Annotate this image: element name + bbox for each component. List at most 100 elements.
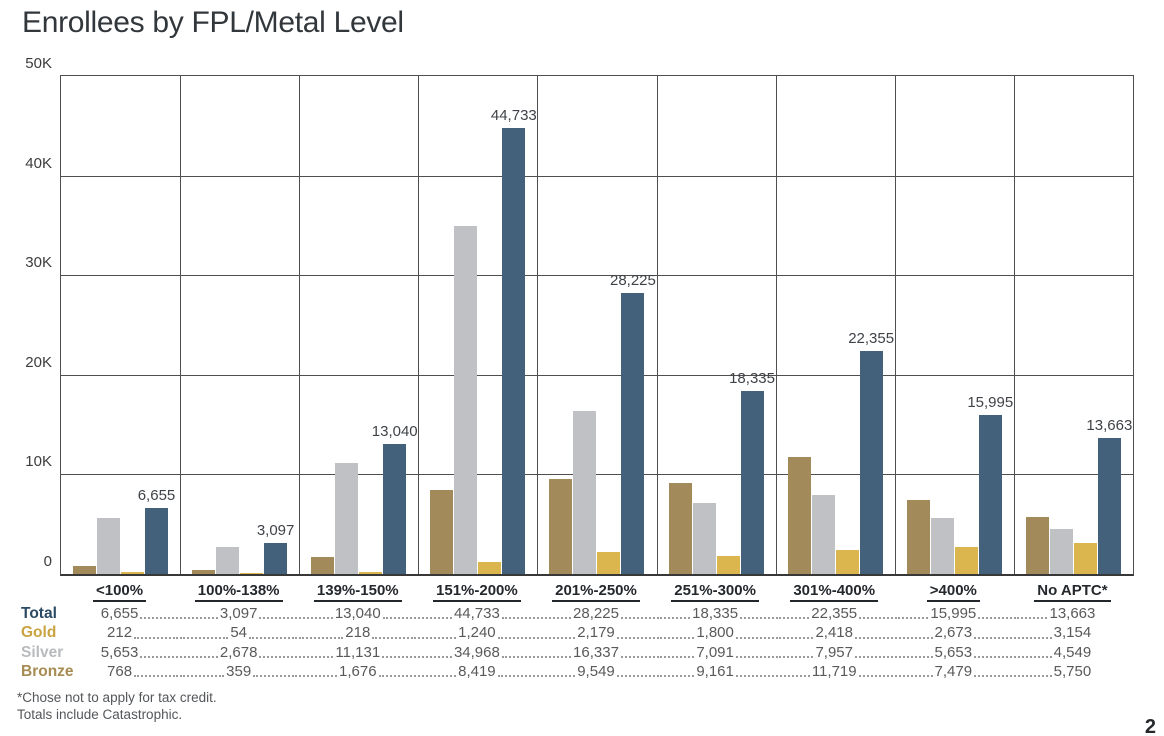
table-value: 3,154: [1053, 624, 1092, 642]
bar-silver-3: [454, 225, 478, 574]
bar-gold-3: [478, 561, 502, 574]
dotted-leader: [775, 655, 814, 658]
category-label: 301%-400%: [790, 582, 879, 602]
table-value: 6,655: [100, 605, 139, 622]
dotted-leader: [537, 636, 576, 639]
bar-silver-6: [811, 494, 835, 574]
table-value: 1,240: [458, 624, 496, 642]
series-label-bronze: Bronze: [21, 662, 74, 680]
dotted-leader: [372, 636, 417, 639]
dotted-leader: [616, 636, 655, 639]
table-value: 5,750: [1053, 662, 1092, 680]
bar-total-4: [621, 292, 645, 574]
dotted-leader: [382, 655, 417, 658]
table-value: 54: [230, 624, 248, 642]
table-cell: 16,337: [536, 643, 655, 662]
dotted-leader: [974, 675, 1012, 678]
dotted-leader: [735, 675, 774, 678]
table-value: 28,225: [573, 605, 619, 622]
table-cell: 13,040: [298, 604, 417, 623]
dotted-leader: [537, 675, 576, 678]
dotted-leader: [656, 675, 695, 678]
bar-gold-4: [597, 552, 621, 574]
table-values: 212 54 218 1,240 2,179 1,800 2,418 2,673 3,154: [60, 623, 1132, 642]
table-cell: 44,733: [417, 604, 536, 623]
bar-bronze-5: [668, 482, 692, 574]
gridline-vertical: [1013, 76, 1015, 574]
table-values: 768 359 1,676 8,419 9,549 9,161 11,719 7,479 5,7…: [60, 662, 1132, 681]
series-label-silver: Silver: [21, 643, 64, 661]
x-axis-category-0: <100%: [60, 582, 179, 602]
dotted-leader: [616, 675, 655, 678]
table-cell: 5,653: [894, 643, 1013, 662]
bar-bronze-0: [73, 566, 96, 574]
bar-total-2: [383, 444, 407, 574]
table-value: 34,968: [453, 643, 500, 661]
bar-bronze-2: [311, 557, 335, 574]
x-axis-category-7: >400%: [894, 582, 1013, 602]
bar-value-label: 44,733: [490, 107, 537, 125]
bar-total-8: [1097, 437, 1121, 574]
table-value: 212: [107, 624, 133, 642]
bar-bronze-4: [549, 478, 573, 574]
y-axis-tick-label: 10K: [25, 453, 52, 471]
dotted-leader: [775, 617, 810, 620]
table-cell: 18,335: [656, 604, 775, 623]
x-axis-category-6: 301%-400%: [775, 582, 894, 602]
table-cell: 359: [179, 662, 298, 681]
table-value: 5,653: [934, 643, 973, 661]
y-axis-tick-label: 30K: [25, 254, 52, 272]
footnote-catastrophic: Totals include Catastrophic.: [17, 707, 183, 722]
table-cell: 1,676: [298, 662, 417, 681]
table-cell: 9,549: [536, 662, 655, 681]
bar-total-7: [978, 414, 1002, 574]
category-label: >400%: [926, 582, 980, 602]
footnotes: *Chose not to apply for tax credit. Tota…: [17, 689, 217, 723]
dotted-leader: [497, 675, 536, 678]
gridline-horizontal: [61, 175, 1133, 177]
y-axis-tick-label: 0: [43, 553, 52, 570]
gridline-vertical: [894, 76, 896, 574]
table-value: 2,673: [934, 624, 973, 642]
table-value: 4,549: [1053, 643, 1092, 661]
table-value: 8,419: [458, 662, 496, 680]
dotted-leader: [620, 655, 655, 658]
table-value: 11,131: [335, 643, 381, 661]
table-value: 5,653: [100, 643, 139, 661]
table-cell: 28,225: [536, 604, 655, 623]
bar-bronze-6: [787, 457, 811, 574]
table-cell: 218: [298, 623, 417, 642]
y-axis-tick-label: 40K: [25, 154, 52, 172]
table-values: 6,655 3,097 13,040 44,733 28,225 18,335 22,355…: [60, 604, 1132, 623]
bar-total-1: [264, 543, 288, 574]
bar-total-0: [145, 507, 168, 574]
category-label: 100%-138%: [194, 582, 283, 602]
table-cell: 768: [60, 662, 179, 681]
dotted-leader: [894, 655, 933, 658]
bar-gold-5: [716, 556, 740, 574]
dotted-leader: [259, 655, 298, 658]
dotted-leader: [1013, 675, 1052, 678]
dotted-leader: [299, 636, 344, 639]
category-label: 139%-150%: [313, 582, 402, 602]
table-values: 5,653 2,678 11,131 34,968 16,337 7,091 7,957 5,…: [60, 643, 1132, 662]
table-cell: 2,418: [775, 623, 894, 642]
category-label: 151%-200%: [433, 582, 521, 602]
dotted-leader: [894, 617, 929, 620]
table-cell: 7,957: [775, 643, 894, 662]
bar-silver-5: [692, 503, 716, 574]
table-value: 9,161: [696, 662, 734, 680]
gridline-vertical: [299, 76, 301, 574]
table-cell: 11,719: [775, 662, 894, 681]
bar-gold-8: [1073, 542, 1097, 574]
category-label: No APTC*: [1034, 582, 1111, 602]
bar-total-3: [502, 128, 526, 574]
table-cell: 2,678: [179, 643, 298, 662]
dotted-leader: [501, 655, 536, 658]
bar-value-label: 3,097: [256, 522, 295, 540]
table-value: 359: [226, 662, 252, 680]
table-row-silver: Silver 5,653 2,678 11,131 34,968 16,337 7,091 7…: [0, 643, 1164, 662]
dotted-leader: [858, 675, 893, 678]
table-value: 2,678: [219, 643, 258, 661]
dotted-leader: [1013, 617, 1048, 620]
